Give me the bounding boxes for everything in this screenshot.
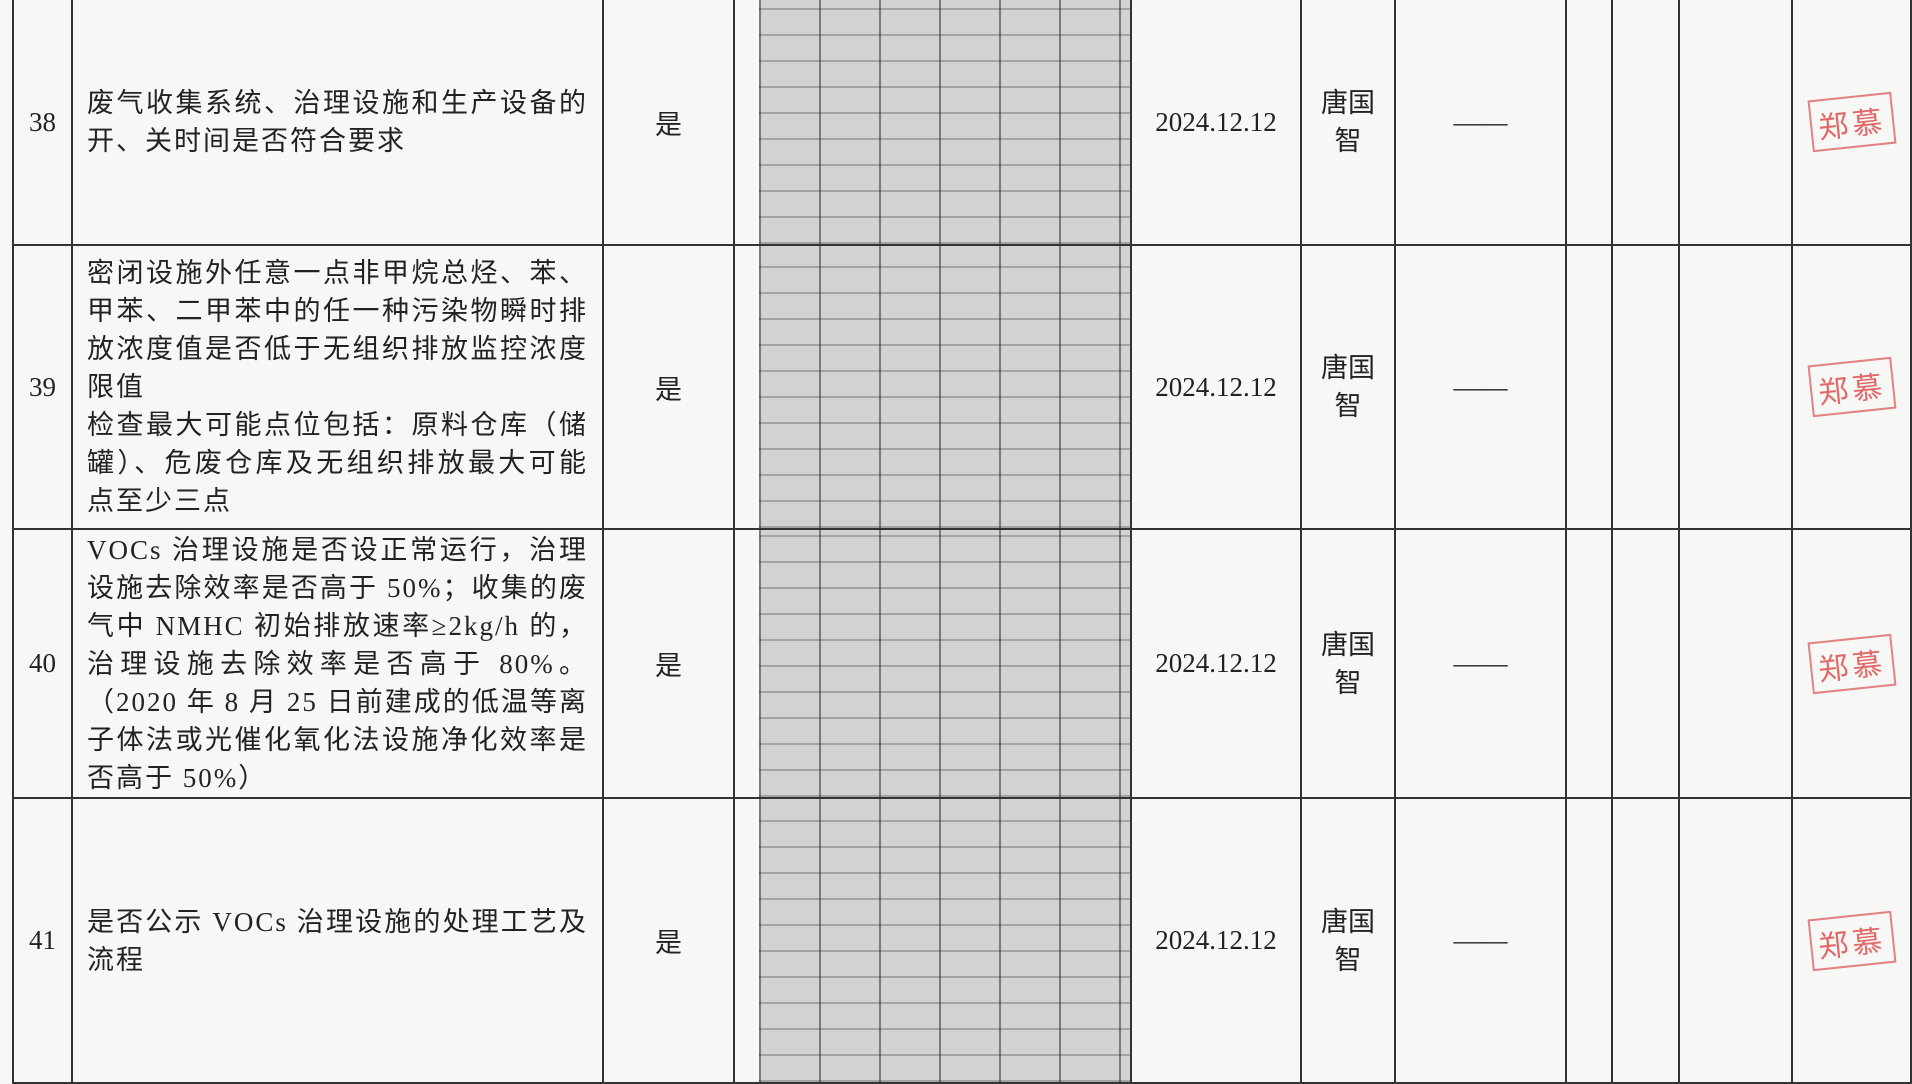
check-item-text: 密闭设施外任意一点非甲烷总烃、苯、甲苯、二甲苯中的任一种污染物瞬时排放浓度值是否… <box>87 258 588 516</box>
date-text: 2024.12.12 <box>1155 106 1277 137</box>
row-number: 41 <box>12 799 73 1084</box>
check-item: 废气收集系统、治理设施和生产设备的开、关时间是否符合要求 <box>73 0 604 246</box>
inspector-text: 唐国智 <box>1321 88 1375 156</box>
result: 是 <box>604 799 735 1084</box>
seal: 郑慕 <box>1793 530 1912 799</box>
row-number-text: 38 <box>29 106 56 137</box>
seal-text: 郑慕 <box>1807 633 1896 694</box>
inspector: 唐国智 <box>1302 530 1396 799</box>
inspector: 唐国智 <box>1302 799 1396 1084</box>
evidence-photo-cell <box>735 530 1132 799</box>
result: 是 <box>604 0 735 246</box>
inspector: 唐国智 <box>1302 0 1396 246</box>
check-item-text: 废气收集系统、治理设施和生产设备的开、关时间是否符合要求 <box>87 88 588 156</box>
blank <box>1680 246 1793 530</box>
blank <box>1613 530 1680 799</box>
note-text: —— <box>1453 648 1508 678</box>
evidence-photo-cell <box>735 799 1132 1084</box>
check-item: VOCs 治理设施是否设正常运行，治理设施去除效率是否高于 50%；收集的废气中… <box>73 530 604 799</box>
date-text: 2024.12.12 <box>1155 925 1277 955</box>
blank <box>1680 0 1793 246</box>
result-text: 是 <box>655 374 682 405</box>
note: —— <box>1396 530 1567 799</box>
seal-text: 郑慕 <box>1807 356 1896 418</box>
blank <box>1613 0 1680 246</box>
inspector-text: 唐国智 <box>1321 353 1375 421</box>
result-text: 是 <box>655 109 682 140</box>
blank <box>1613 799 1680 1084</box>
seal-text: 郑慕 <box>1807 910 1896 971</box>
blank <box>1680 799 1793 1084</box>
row-number-text: 39 <box>29 371 56 402</box>
note-text: —— <box>1453 925 1508 955</box>
result-text: 是 <box>655 651 682 681</box>
row-number-text: 41 <box>29 925 56 955</box>
evidence-photo-cell <box>735 0 1132 246</box>
result: 是 <box>604 246 735 530</box>
blank <box>1613 246 1680 530</box>
evidence-photo <box>758 799 1130 1082</box>
date-text: 2024.12.12 <box>1155 648 1277 678</box>
blank <box>1680 530 1793 799</box>
evidence-photo <box>758 0 1130 244</box>
blank <box>1567 246 1613 530</box>
date-text: 2024.12.12 <box>1155 371 1277 402</box>
check-item-text: 是否公示 VOCs 治理设施的处理工艺及流程 <box>87 906 588 975</box>
evidence-photo <box>758 246 1130 528</box>
evidence-photo-cell <box>735 246 1132 530</box>
note: —— <box>1396 799 1567 1084</box>
row-number: 38 <box>12 0 73 246</box>
inspector-text: 唐国智 <box>1321 629 1375 698</box>
date: 2024.12.12 <box>1132 246 1302 530</box>
blank <box>1567 530 1613 799</box>
date: 2024.12.12 <box>1132 0 1302 246</box>
note: —— <box>1396 246 1567 530</box>
row-number: 40 <box>12 530 73 799</box>
evidence-photo <box>758 530 1130 797</box>
seal: 郑慕 <box>1793 0 1912 246</box>
inspector: 唐国智 <box>1302 246 1396 530</box>
seal: 郑慕 <box>1793 799 1912 1084</box>
check-item: 是否公示 VOCs 治理设施的处理工艺及流程 <box>73 799 604 1084</box>
note: —— <box>1396 0 1567 246</box>
note-text: —— <box>1453 371 1508 402</box>
check-item-text: VOCs 治理设施是否设正常运行，治理设施去除效率是否高于 50%；收集的废气中… <box>87 534 588 793</box>
date: 2024.12.12 <box>1132 799 1302 1084</box>
result: 是 <box>604 530 735 799</box>
blank <box>1567 799 1613 1084</box>
blank <box>1567 0 1613 246</box>
note-text: —— <box>1453 106 1508 137</box>
row-number: 39 <box>12 246 73 530</box>
row-number-text: 40 <box>29 648 56 678</box>
check-item: 密闭设施外任意一点非甲烷总烃、苯、甲苯、二甲苯中的任一种污染物瞬时排放浓度值是否… <box>73 246 604 530</box>
result-text: 是 <box>655 928 682 958</box>
inspector-text: 唐国智 <box>1321 906 1375 975</box>
seal: 郑慕 <box>1793 246 1912 530</box>
seal-text: 郑慕 <box>1807 91 1896 153</box>
date: 2024.12.12 <box>1132 530 1302 799</box>
